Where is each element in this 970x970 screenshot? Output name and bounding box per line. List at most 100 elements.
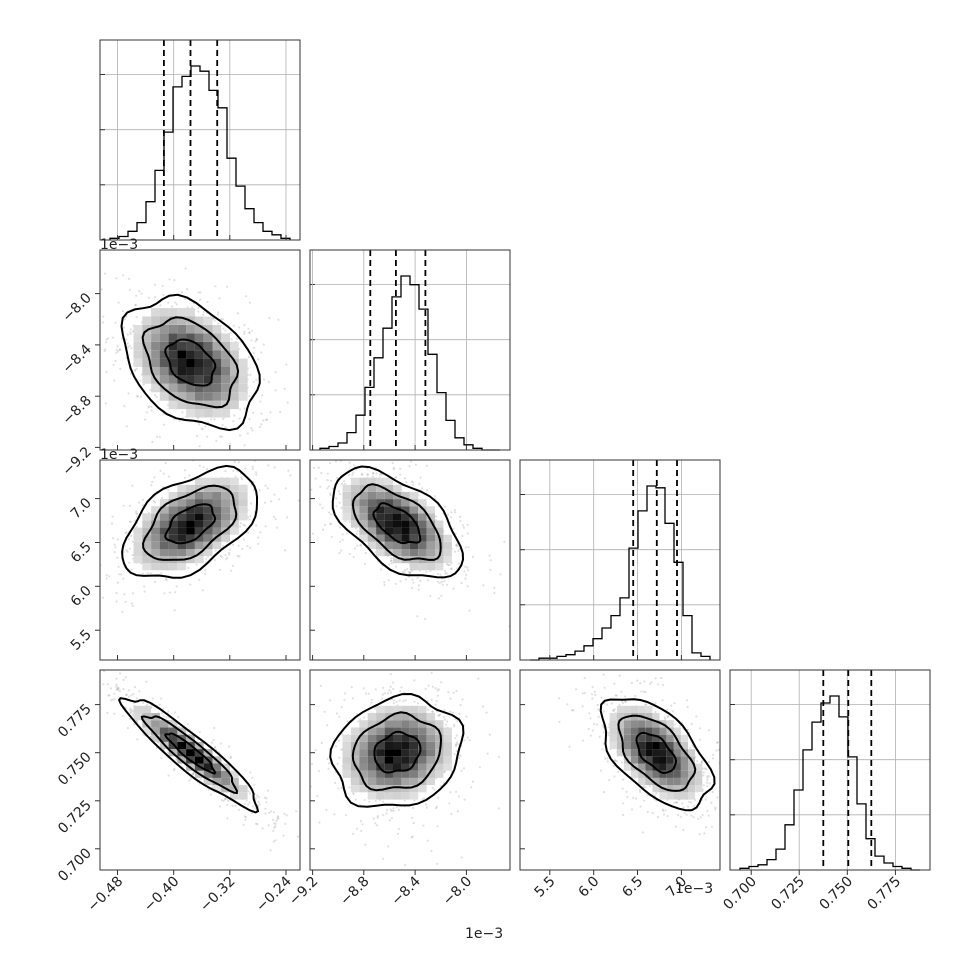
sample-point (143, 590, 146, 593)
density-cell (409, 506, 419, 514)
sample-point (655, 792, 658, 795)
sample-point (337, 787, 340, 790)
sample-point (104, 402, 107, 405)
sample-point (653, 794, 657, 797)
density-cell (409, 520, 419, 528)
sample-point (682, 806, 685, 809)
sample-point (205, 557, 208, 561)
sample-point (481, 705, 485, 708)
density-cell (645, 763, 653, 771)
sample-point (468, 739, 471, 742)
density-cell (230, 341, 239, 351)
sample-point (458, 712, 461, 715)
sample-point (558, 720, 561, 724)
sample-point (222, 544, 225, 547)
sample-point (153, 283, 157, 286)
sample-point (448, 802, 451, 805)
sample-point (433, 495, 436, 498)
sample-point (130, 694, 133, 697)
density-cell (680, 756, 688, 764)
sample-point (228, 745, 231, 748)
sample-point (602, 673, 605, 676)
density-cell (212, 333, 222, 342)
sample-point (612, 709, 615, 712)
sample-point (238, 525, 242, 528)
joint-panel-0-3 (99, 669, 301, 871)
sample-point (201, 589, 204, 592)
sample-point (651, 793, 654, 796)
density-cell (194, 534, 204, 542)
sample-point (167, 774, 170, 777)
sample-point (311, 532, 314, 535)
sample-point (286, 516, 289, 519)
joint-panel-1-2 (294, 455, 511, 661)
sample-point (124, 676, 127, 679)
density-cell (159, 392, 169, 401)
density-cell (230, 506, 239, 514)
sample-point (220, 318, 223, 321)
sample-point (118, 573, 121, 576)
sample-point (167, 489, 170, 492)
density-cell (177, 308, 187, 317)
sample-point (352, 471, 355, 474)
sample-point (390, 557, 393, 560)
sample-point (277, 816, 280, 819)
sample-point (698, 738, 702, 741)
density-cell (695, 770, 703, 778)
sample-point (230, 569, 233, 572)
sample-point (160, 572, 163, 575)
sample-point (642, 786, 645, 789)
sample-point (390, 559, 393, 562)
density-cell (212, 520, 222, 528)
sample-point (427, 579, 430, 582)
sample-point (249, 502, 252, 505)
panel-frame (519, 669, 721, 871)
sample-point (463, 570, 466, 573)
sample-point (644, 691, 647, 694)
sample-point (256, 823, 259, 826)
sample-point (116, 581, 119, 584)
sample-point (122, 678, 125, 682)
sample-point (253, 783, 256, 787)
density-cell (159, 308, 169, 317)
sample-point (355, 527, 358, 530)
sample-point (451, 711, 454, 714)
sample-point (206, 300, 209, 304)
sample-point (455, 734, 458, 737)
density-cell (376, 477, 385, 485)
sample-point (234, 804, 237, 807)
sample-point (294, 455, 296, 457)
sample-point (265, 801, 268, 804)
sample-point (162, 472, 165, 475)
density-cell (384, 756, 393, 764)
sample-point (363, 562, 367, 565)
joint-panel-0-2 (99, 459, 301, 661)
sample-point (404, 864, 407, 867)
density-cell (177, 325, 187, 334)
density-cell (151, 325, 160, 334)
sample-point (310, 762, 314, 766)
sample-point (389, 559, 392, 563)
sample-point (366, 473, 369, 476)
sample-point (159, 469, 162, 472)
sample-point (416, 615, 419, 618)
density-cell (376, 727, 385, 735)
x-tick-label: 5.5 (532, 874, 559, 901)
sample-point (398, 699, 401, 702)
sample-point (237, 461, 240, 464)
density-cell (238, 785, 248, 793)
sample-point (125, 549, 128, 552)
sample-point (392, 688, 395, 691)
sample-point (675, 801, 679, 804)
density-cell (673, 727, 681, 735)
density-cell (616, 741, 624, 750)
sample-point (283, 812, 286, 816)
density-cell (186, 341, 195, 351)
density-cell (221, 492, 230, 500)
density-cell (659, 734, 667, 742)
panel-frame (309, 669, 511, 871)
density-cell (418, 763, 427, 771)
sample-point (443, 770, 446, 773)
sample-point (331, 487, 334, 490)
sample-point (353, 464, 356, 467)
